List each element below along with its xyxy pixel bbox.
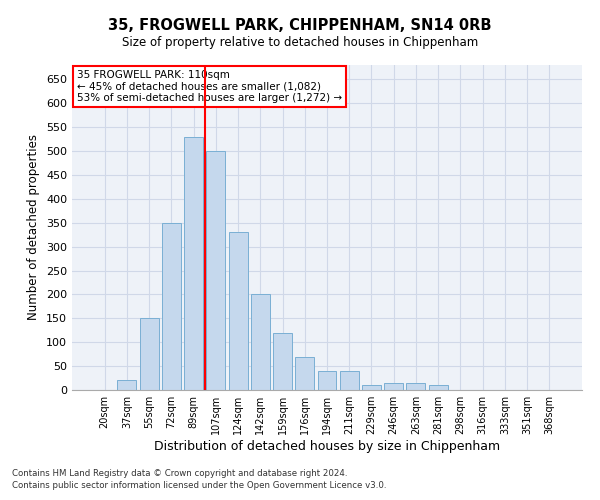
Text: Contains HM Land Registry data © Crown copyright and database right 2024.: Contains HM Land Registry data © Crown c… [12,468,347,477]
Text: Contains public sector information licensed under the Open Government Licence v3: Contains public sector information licen… [12,481,386,490]
Bar [384,383,403,390]
Bar [140,318,158,390]
Text: 35, FROGWELL PARK, CHIPPENHAM, SN14 0RB: 35, FROGWELL PARK, CHIPPENHAM, SN14 0RB [108,18,492,32]
Y-axis label: Number of detached properties: Number of detached properties [28,134,40,320]
Bar [406,383,425,390]
Bar [229,232,248,390]
Bar [429,385,448,390]
X-axis label: Distribution of detached houses by size in Chippenham: Distribution of detached houses by size … [154,440,500,453]
Bar [295,356,314,390]
Bar [118,380,136,390]
Bar [273,332,292,390]
Bar [317,371,337,390]
Text: Size of property relative to detached houses in Chippenham: Size of property relative to detached ho… [122,36,478,49]
Bar [184,136,203,390]
Bar [162,222,181,390]
Bar [340,371,359,390]
Bar [206,151,225,390]
Bar [251,294,270,390]
Bar [362,385,381,390]
Text: 35 FROGWELL PARK: 110sqm
← 45% of detached houses are smaller (1,082)
53% of sem: 35 FROGWELL PARK: 110sqm ← 45% of detach… [77,70,342,103]
